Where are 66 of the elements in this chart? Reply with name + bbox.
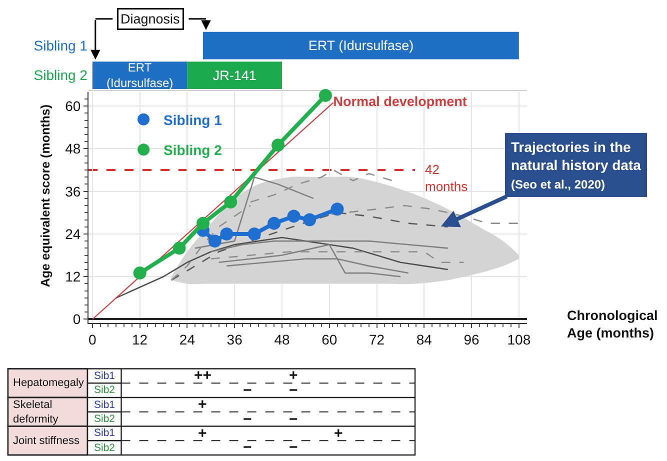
line-series bbox=[250, 169, 394, 203]
point bbox=[172, 242, 186, 255]
point bbox=[224, 196, 238, 208]
x-tick-label: 12 bbox=[132, 332, 148, 348]
y-tick-label: 24 bbox=[65, 226, 81, 242]
text: − bbox=[243, 382, 252, 399]
point bbox=[220, 227, 234, 240]
y-tick-label: 48 bbox=[65, 140, 81, 157]
point bbox=[272, 138, 285, 152]
category-label: Sib2 bbox=[94, 384, 116, 396]
y-tick-label: 36 bbox=[65, 183, 81, 200]
text: − bbox=[289, 411, 298, 428]
text: − bbox=[289, 439, 298, 456]
point bbox=[318, 88, 332, 102]
text: − bbox=[289, 382, 298, 399]
series-label: JR-141 bbox=[212, 68, 256, 83]
point bbox=[208, 234, 222, 248]
line-series bbox=[170, 204, 252, 281]
point bbox=[330, 202, 344, 216]
category-label: Sib2 bbox=[94, 442, 116, 454]
point bbox=[133, 266, 146, 280]
y-tick-label: Sibling 2 bbox=[34, 67, 88, 84]
x-tick-label: 108 bbox=[507, 332, 531, 348]
y-tick-label: 60 bbox=[65, 98, 81, 114]
text: + bbox=[198, 396, 207, 413]
x-axis-title: Chronological Age (months) bbox=[567, 308, 658, 341]
line-series bbox=[194, 176, 314, 249]
x-tick-label: 60 bbox=[322, 332, 338, 348]
x-tick-label: 24 bbox=[179, 332, 196, 348]
text: Diagnosis bbox=[120, 12, 180, 26]
line-series bbox=[210, 251, 464, 264]
category-label: Joint stiffness bbox=[13, 435, 80, 447]
text: − bbox=[243, 439, 252, 456]
series-label: ERT (Idursulfase) bbox=[106, 60, 174, 90]
x-tick-label: 36 bbox=[226, 332, 243, 348]
x-tick-label: 96 bbox=[464, 332, 480, 348]
category-label: Skeletal deformity bbox=[13, 399, 58, 426]
annotation: Trajectories in the natural history data (Seo et al., 2020) bbox=[511, 139, 642, 192]
y-tick-label: 12 bbox=[65, 268, 81, 284]
legend-label: Sibling 2 bbox=[164, 142, 222, 158]
text: + bbox=[198, 425, 207, 442]
text: + bbox=[334, 425, 343, 442]
category-label: Sib1 bbox=[94, 399, 116, 411]
text: + bbox=[289, 367, 298, 384]
point bbox=[287, 210, 300, 223]
point bbox=[196, 216, 210, 230]
point bbox=[303, 213, 316, 226]
point bbox=[268, 216, 281, 230]
text: ++ bbox=[194, 367, 212, 384]
x-tick-label: 72 bbox=[368, 332, 385, 348]
legend-label: Sibling 1 bbox=[164, 112, 222, 128]
category-label: Sib2 bbox=[94, 413, 116, 425]
y-tick-label: Sibling 1 bbox=[34, 38, 88, 54]
ref-line-label: 42 months bbox=[425, 162, 468, 194]
x-tick-label: 48 bbox=[274, 332, 290, 348]
y-axis-title: Age equivalent score (months) bbox=[38, 104, 52, 288]
category-label: Sib1 bbox=[94, 427, 116, 439]
point bbox=[248, 227, 261, 240]
line-series bbox=[210, 240, 448, 252]
text: ERT (Idursulfase) bbox=[308, 38, 414, 54]
series-label: Normal development bbox=[333, 94, 468, 109]
x-tick-label: 84 bbox=[416, 332, 432, 348]
category-label: Sib1 bbox=[94, 370, 116, 382]
category-label: Hepatomegaly bbox=[13, 377, 84, 389]
text: − bbox=[243, 411, 252, 428]
y-tick-label: 0 bbox=[72, 311, 81, 328]
